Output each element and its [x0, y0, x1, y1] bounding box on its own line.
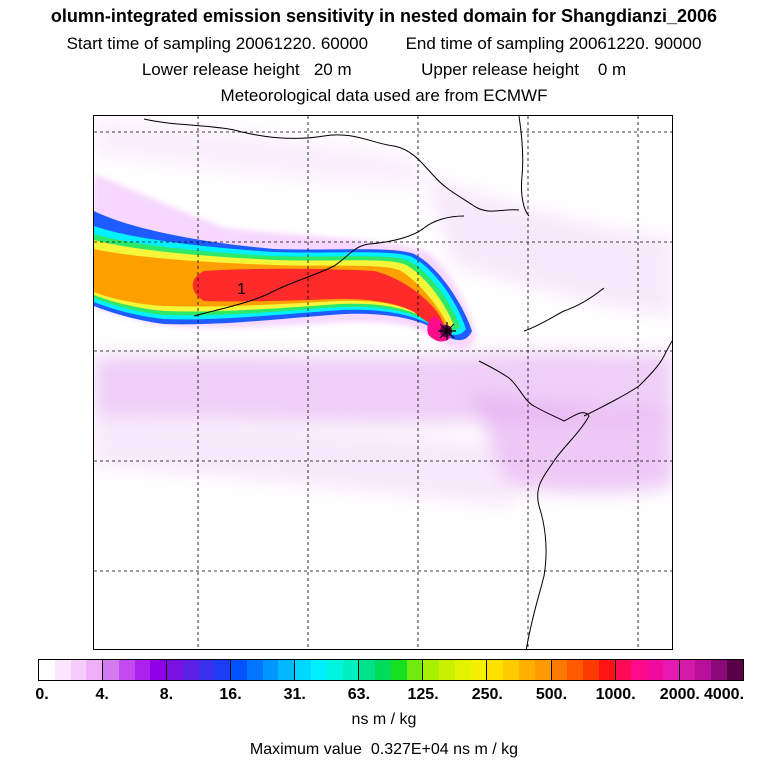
coastline-north [143, 118, 520, 212]
colorbar-segment [503, 660, 519, 680]
colorbar-segment [150, 660, 168, 680]
colorbar-segment [695, 660, 712, 680]
colorbar-tick-label: 4. [95, 686, 109, 703]
colorbar-segment [439, 660, 455, 680]
colorbar-segment [567, 660, 584, 680]
colorbar-segment [262, 660, 279, 680]
colorbar-segment [167, 660, 183, 680]
maximum-value-line: Maximum value 0.327E+04 ns m / kg [0, 741, 768, 759]
colorbar-segment [551, 660, 568, 680]
colorbar-segment [470, 660, 488, 680]
colorbar-segment [423, 660, 440, 680]
colorbar-segment [311, 660, 327, 680]
colorbar-tick-label: 500. [535, 686, 568, 703]
end-time-label: End time of sampling [405, 34, 565, 53]
colorbar-segment [534, 660, 552, 680]
coastline-east [583, 340, 672, 417]
lower-height-value: 20 m [313, 60, 352, 79]
colorbar-segment [375, 660, 391, 680]
colorbar-segment [134, 660, 151, 680]
colorbar-segment [182, 660, 199, 680]
sampling-time-line: Start time of sampling 20061220. 60000 E… [0, 34, 768, 54]
upper-height-value: 0 m [597, 60, 627, 79]
map-svg: 1 [94, 116, 672, 649]
background-band-north [94, 116, 424, 186]
colorbar-segment [278, 660, 296, 680]
coastline-peninsula [478, 360, 590, 649]
met-data-line: Meteorological data used are from ECMWF [220, 86, 548, 105]
receptor-star [438, 322, 456, 340]
colorbar-tick-label: 1000. [595, 686, 636, 703]
colorbar-segment [679, 660, 696, 680]
colorbar-segment [647, 660, 663, 680]
colorbar-tick-label: 31. [283, 686, 306, 703]
colorbar-tick-label: 125. [407, 686, 439, 703]
colorbar-tick-label: 2000. [659, 686, 700, 703]
colorbar-segment [726, 660, 743, 680]
colorbar-segment [342, 660, 360, 680]
colorbar-segment [631, 660, 648, 680]
colorbar-segment [54, 660, 71, 680]
start-time-label: Start time of sampling [66, 34, 231, 53]
colorbar-segment [615, 660, 632, 680]
colorbar-segment [598, 660, 616, 680]
background-band-east [474, 396, 672, 493]
colorbar-segment [359, 660, 376, 680]
colorbar-segment [583, 660, 599, 680]
coastline-northeast [523, 287, 605, 332]
map-panel: 1 [93, 115, 673, 650]
colorbar-segment [295, 660, 312, 680]
colorbar-segment [711, 660, 727, 680]
colorbar-segment [118, 660, 135, 680]
colorbar-segment [326, 660, 343, 680]
maximum-value-label: Maximum value [249, 741, 362, 758]
colorbar-segment [246, 660, 263, 680]
plot-title: olumn-integrated emission sensitivity in… [50, 6, 718, 26]
coastlines [143, 116, 672, 649]
coastline-upper-right [518, 116, 530, 217]
colorbar [38, 659, 744, 681]
colorbar-tick-label: 4000. [703, 686, 745, 703]
colorbar-segment [70, 660, 87, 680]
upper-height-label: Upper release height [421, 60, 579, 79]
colorbar-segment [86, 660, 104, 680]
colorbar-segment [454, 660, 471, 680]
colorbar-tick-label: 63. [347, 686, 371, 703]
grid-lines [94, 116, 672, 649]
colorbar-segment [662, 660, 680, 680]
colorbar-segment [518, 660, 535, 680]
colorbar-segment [198, 660, 215, 680]
release-height-line: Lower release height 20 m Upper release … [0, 60, 768, 80]
colorbar-segment [390, 660, 407, 680]
emission-sensitivity-plume [94, 174, 476, 350]
colorbar-segment [406, 660, 424, 680]
colorbar-segment [214, 660, 232, 680]
plume-red-layer [192, 268, 443, 328]
colorbar-tick-label: 0. [35, 686, 49, 703]
colorbar-segment [231, 660, 247, 680]
colorbar-segment [487, 660, 504, 680]
colorbar-segment [103, 660, 119, 680]
lower-height-label: Lower release height [141, 60, 300, 79]
start-time-value: 20061220. 60000 [235, 34, 369, 53]
maximum-value-unit: ns m / kg [453, 741, 519, 758]
background-band-upper-east [424, 176, 672, 316]
colorbar-segment [39, 660, 55, 680]
coastline-bay [193, 215, 465, 317]
colorbar-tick-label: 8. [159, 686, 174, 703]
colorbar-tick-label: 16. [219, 686, 242, 703]
colorbar-tick-label: 250. [471, 686, 503, 703]
colorbar-unit: ns m / kg [351, 711, 417, 728]
end-time-value: 20061220. 90000 [569, 34, 702, 53]
receptor-marker: 1 [237, 281, 246, 298]
maximum-value: 0.327E+04 [370, 741, 449, 758]
